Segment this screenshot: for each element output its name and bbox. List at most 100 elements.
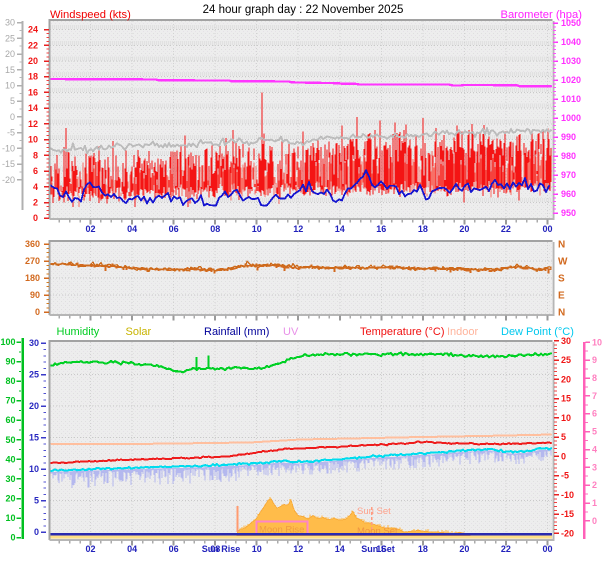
svg-text:950: 950 [561, 208, 576, 218]
svg-text:360: 360 [25, 239, 40, 249]
svg-text:90: 90 [5, 357, 15, 367]
svg-text:Solar: Solar [126, 326, 152, 338]
svg-text:2: 2 [33, 198, 38, 208]
svg-text:20: 20 [5, 49, 15, 59]
svg-text:25: 25 [5, 33, 15, 43]
svg-text:1010: 1010 [561, 94, 581, 104]
svg-text:10: 10 [29, 464, 39, 474]
svg-text:6: 6 [592, 409, 597, 419]
svg-text:22: 22 [28, 40, 38, 50]
svg-text:40: 40 [5, 454, 15, 464]
svg-text:10: 10 [252, 224, 262, 234]
svg-text:Rainfall (mm): Rainfall (mm) [204, 326, 269, 338]
svg-text:25: 25 [561, 355, 571, 365]
svg-text:-5: -5 [561, 471, 569, 481]
svg-text:N: N [558, 240, 565, 251]
svg-text:90: 90 [30, 290, 40, 300]
svg-text:14: 14 [335, 224, 345, 234]
svg-text:0: 0 [33, 213, 38, 223]
svg-text:10: 10 [252, 544, 262, 554]
svg-text:S: S [558, 274, 565, 285]
svg-text:12: 12 [293, 544, 303, 554]
svg-text:100: 100 [0, 337, 15, 347]
svg-text:00: 00 [542, 224, 552, 234]
svg-text:10: 10 [592, 337, 602, 347]
svg-text:16: 16 [376, 544, 386, 554]
svg-text:Barometer (hpa): Barometer (hpa) [501, 9, 583, 21]
svg-text:0: 0 [592, 516, 597, 526]
svg-text:7: 7 [592, 391, 597, 401]
svg-text:14: 14 [28, 103, 38, 113]
svg-text:00: 00 [542, 544, 552, 554]
svg-text:1: 1 [592, 498, 597, 508]
svg-text:-10: -10 [2, 143, 15, 153]
svg-text:20: 20 [459, 224, 469, 234]
svg-text:980: 980 [561, 151, 576, 161]
svg-text:Sun Set: Sun Set [361, 544, 395, 554]
svg-text:08: 08 [210, 544, 220, 554]
svg-text:10: 10 [5, 513, 15, 523]
svg-text:UV: UV [283, 326, 299, 338]
svg-text:15: 15 [5, 65, 15, 75]
svg-text:02: 02 [85, 224, 95, 234]
svg-text:Indoor: Indoor [447, 326, 479, 338]
svg-text:180: 180 [25, 273, 40, 283]
svg-text:N: N [558, 308, 565, 319]
svg-text:70: 70 [5, 396, 15, 406]
svg-text:1040: 1040 [561, 37, 581, 47]
svg-text:E: E [558, 291, 565, 302]
svg-text:5: 5 [10, 96, 15, 106]
svg-text:50: 50 [5, 435, 15, 445]
svg-text:15: 15 [561, 394, 571, 404]
svg-text:0: 0 [10, 533, 15, 543]
svg-text:18: 18 [28, 72, 38, 82]
svg-text:0: 0 [10, 112, 15, 122]
svg-text:0: 0 [34, 527, 39, 537]
svg-text:06: 06 [169, 224, 179, 234]
svg-text:1050: 1050 [561, 18, 581, 28]
svg-text:5: 5 [34, 496, 39, 506]
svg-text:0: 0 [561, 451, 566, 461]
svg-text:9: 9 [592, 355, 597, 365]
svg-text:04: 04 [127, 224, 137, 234]
svg-text:04: 04 [127, 544, 137, 554]
svg-text:12: 12 [28, 119, 38, 129]
svg-text:970: 970 [561, 170, 576, 180]
svg-text:10: 10 [561, 413, 571, 423]
svg-text:02: 02 [85, 544, 95, 554]
svg-text:8: 8 [592, 373, 597, 383]
svg-text:20: 20 [459, 544, 469, 554]
svg-text:-20: -20 [2, 175, 15, 185]
svg-text:Windspeed (kts): Windspeed (kts) [50, 9, 131, 21]
svg-text:-15: -15 [561, 509, 574, 519]
svg-text:2: 2 [592, 480, 597, 490]
svg-text:22: 22 [501, 224, 511, 234]
svg-text:60: 60 [5, 415, 15, 425]
svg-text:1000: 1000 [561, 113, 581, 123]
svg-text:-5: -5 [7, 128, 15, 138]
svg-text:18: 18 [418, 544, 428, 554]
svg-text:3: 3 [592, 462, 597, 472]
svg-text:Moon Set: Moon Set [357, 526, 398, 537]
svg-text:30: 30 [5, 18, 15, 28]
svg-text:5: 5 [592, 427, 597, 437]
svg-text:12: 12 [293, 224, 303, 234]
svg-text:20: 20 [561, 374, 571, 384]
svg-text:22: 22 [501, 544, 511, 554]
svg-text:1020: 1020 [561, 75, 581, 85]
svg-text:5: 5 [561, 432, 566, 442]
svg-text:08: 08 [210, 224, 220, 234]
svg-text:18: 18 [418, 224, 428, 234]
svg-text:15: 15 [29, 433, 39, 443]
svg-text:06: 06 [169, 544, 179, 554]
svg-text:990: 990 [561, 132, 576, 142]
svg-text:0: 0 [35, 307, 40, 317]
svg-text:Dew Point (°C): Dew Point (°C) [501, 326, 574, 338]
svg-text:-15: -15 [2, 159, 15, 169]
svg-text:1030: 1030 [561, 56, 581, 66]
svg-text:10: 10 [5, 81, 15, 91]
svg-text:10: 10 [28, 135, 38, 145]
svg-text:W: W [558, 257, 568, 268]
svg-text:24 hour graph day : 22 Novembe: 24 hour graph day : 22 November 2025 [203, 4, 404, 16]
svg-text:20: 20 [29, 401, 39, 411]
